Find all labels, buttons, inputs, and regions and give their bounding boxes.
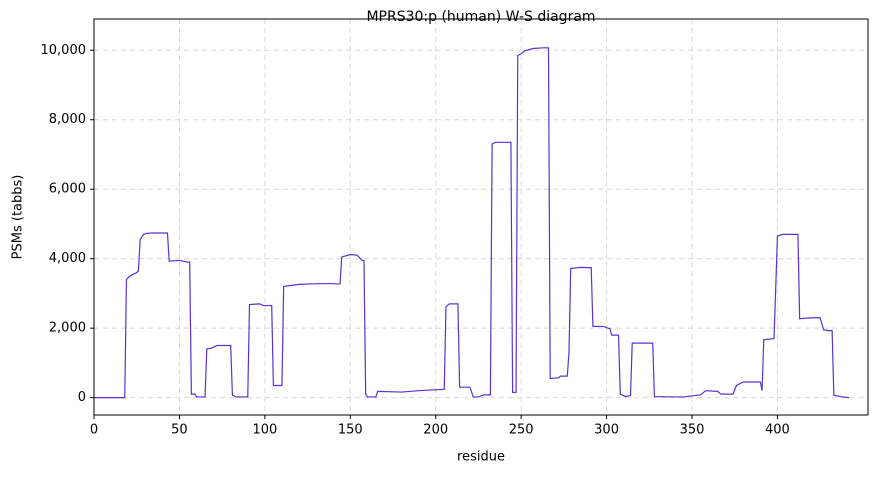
plot-frame — [93, 18, 869, 416]
x-tick-label: 400 — [765, 423, 790, 438]
y-tick-label: 10,000 — [41, 43, 87, 58]
x-tick-label: 50 — [171, 423, 188, 438]
x-tick-label: 350 — [680, 423, 705, 438]
x-tick-label: 300 — [594, 423, 619, 438]
x-tick-label: 0 — [90, 423, 98, 438]
x-tick-label: 100 — [252, 423, 277, 438]
chart-title: MPRS30:p (human) W-S diagram — [366, 9, 595, 25]
x-axis-label: residue — [457, 450, 505, 465]
y-tick-label: 2,000 — [49, 321, 86, 336]
y-axis-label: PSMs (tabbs) — [11, 175, 26, 260]
y-tick-label: 0 — [78, 390, 86, 405]
data-line — [94, 47, 850, 399]
y-tick-label: 8,000 — [49, 112, 86, 127]
y-tick-label: 4,000 — [49, 251, 86, 266]
x-tick-label: 200 — [423, 423, 448, 438]
x-tick-label: 250 — [509, 423, 534, 438]
x-tick-label: 150 — [338, 423, 363, 438]
y-tick-label: 6,000 — [49, 182, 86, 197]
